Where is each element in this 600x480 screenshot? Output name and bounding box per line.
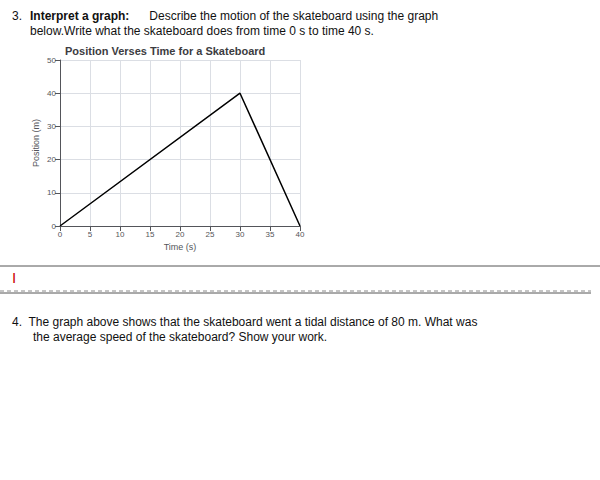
svg-text:4. The graph above shows that: 4. The graph above shows that the skateb… <box>12 315 477 329</box>
svg-text:0: 0 <box>58 230 63 239</box>
svg-text:5: 5 <box>88 230 93 239</box>
svg-text:20: 20 <box>176 230 185 239</box>
svg-text:Position (m): Position (m) <box>31 119 41 167</box>
svg-text:35: 35 <box>266 230 275 239</box>
svg-text:3.: 3. <box>12 9 22 23</box>
svg-text:the average speed of the skate: the average speed of the skateboard? Sho… <box>33 330 327 344</box>
svg-text:40: 40 <box>47 89 56 98</box>
svg-text:Position Verses Time for a Ska: Position Verses Time for a Skateboard <box>65 45 265 57</box>
svg-text:40: 40 <box>296 230 305 239</box>
svg-text:25: 25 <box>206 230 215 239</box>
svg-text:30: 30 <box>47 122 56 131</box>
svg-text:Describe the motion of the ska: Describe the motion of the skateboard us… <box>146 9 438 23</box>
svg-text:I: I <box>12 269 16 286</box>
svg-text:20: 20 <box>47 155 56 164</box>
svg-text:Time (s): Time (s) <box>164 242 197 252</box>
svg-text:10: 10 <box>116 230 125 239</box>
svg-text:0: 0 <box>52 222 57 231</box>
svg-text:15: 15 <box>146 230 155 239</box>
svg-text:below.Write what the skateboar: below.Write what the skateboard does fro… <box>30 24 374 38</box>
svg-text:Interpret a graph:: Interpret a graph: <box>30 9 129 23</box>
svg-text:10: 10 <box>47 188 56 197</box>
svg-text:30: 30 <box>236 230 245 239</box>
svg-text:50: 50 <box>47 56 56 65</box>
